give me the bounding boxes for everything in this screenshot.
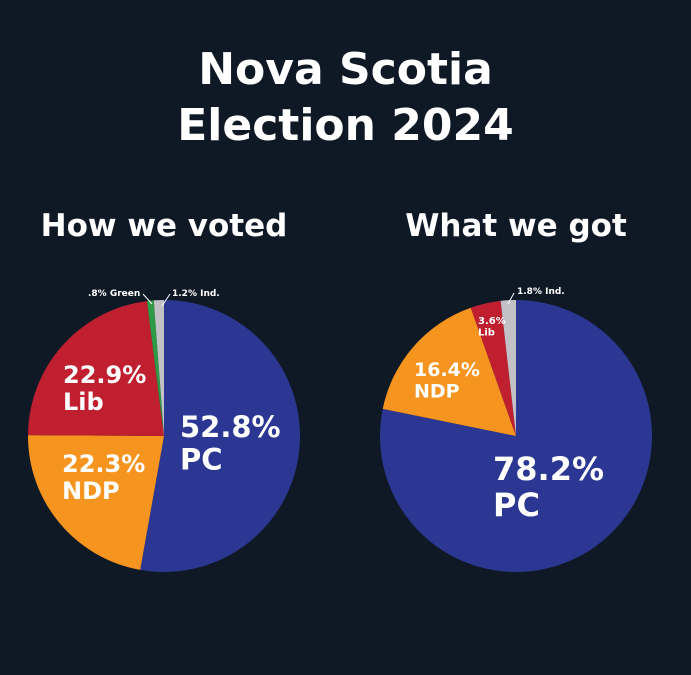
chart-title-what-we-got: What we got [405, 208, 627, 244]
pie-how-we-voted: 52.8%PC 22.3%NDP 22.9%Lib .8% Green 1.2% Ind… [27, 289, 301, 572]
callout-line-ind [161, 293, 171, 307]
slice-green [146, 300, 164, 436]
label-value-lib: 3.6% [478, 316, 506, 327]
callout-label-green: .8% Green [88, 289, 140, 299]
label-name-lib: Lib [478, 328, 495, 339]
chart-title-how-we-voted: How we voted [40, 208, 288, 244]
label-name-ndp: NDP [62, 477, 120, 505]
callout-label-ind: 1.8% Ind. [517, 287, 565, 297]
slice-lib [470, 300, 516, 436]
label-value-ndp: 22.3% [62, 450, 145, 478]
label-value-pc: 52.8% [180, 410, 281, 444]
slice-pc [380, 300, 653, 572]
label-name-lib: Lib [63, 388, 104, 416]
callout-line-ind [507, 292, 515, 305]
label-value-pc: 78.2% [493, 450, 604, 488]
page-title: Nova Scotia Election 2024 [0, 42, 691, 154]
label-name-ndp: NDP [414, 380, 460, 402]
slice-lib [28, 301, 164, 436]
label-value-ndp: 16.4% [414, 359, 480, 381]
callout-label-ind: 1.2% Ind. [172, 289, 220, 299]
slice-pc [140, 300, 301, 572]
label-name-pc: PC [180, 442, 223, 476]
pie-what-we-got: 78.2%PC 16.4%NDP 3.6%Lib 1.8% Ind. [380, 287, 653, 572]
slice-ind [153, 300, 164, 436]
label-name-pc: PC [493, 486, 540, 524]
title-line-1: Nova Scotia [198, 44, 493, 95]
slice-ndp [27, 435, 164, 570]
label-value-lib: 22.9% [63, 361, 146, 389]
title-line-2: Election 2024 [177, 100, 514, 151]
slice-ind [500, 300, 516, 436]
callout-line-green [142, 293, 153, 305]
slice-ndp [382, 307, 516, 436]
